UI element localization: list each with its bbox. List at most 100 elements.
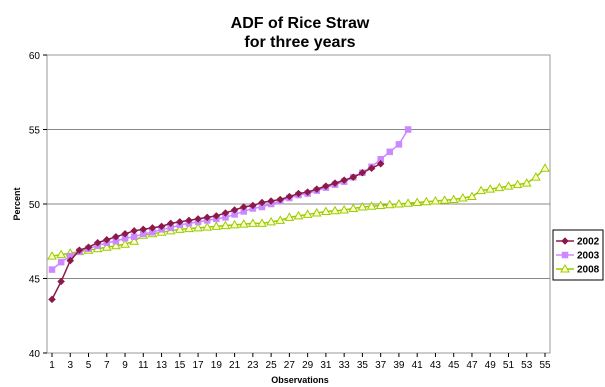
data-point — [175, 218, 184, 226]
data-point — [395, 141, 403, 148]
data-point — [366, 201, 377, 210]
data-point — [467, 191, 477, 201]
data-point — [448, 194, 459, 204]
data-point — [494, 182, 505, 192]
data-point — [358, 168, 367, 177]
data-point — [330, 205, 340, 215]
y-axis-label: Percent — [12, 187, 22, 220]
data-point — [120, 239, 130, 248]
data-point — [66, 256, 75, 265]
data-point — [285, 192, 294, 201]
data-point — [166, 219, 175, 228]
data-point — [193, 222, 203, 232]
legend-label: 2002 — [577, 237, 600, 248]
y-tick-label: 50 — [29, 200, 41, 211]
data-point — [521, 178, 532, 187]
data-point — [276, 195, 285, 204]
data-point — [47, 251, 57, 260]
data-point — [349, 173, 358, 182]
data-point — [267, 197, 275, 205]
x-tick-label: 45 — [448, 360, 460, 371]
data-point — [48, 266, 56, 273]
data-point — [404, 126, 412, 133]
data-point — [503, 181, 514, 190]
data-point — [457, 193, 468, 202]
data-point — [403, 198, 413, 207]
x-tick-label: 27 — [284, 360, 296, 371]
x-tick-label: 31 — [320, 360, 332, 371]
data-point — [312, 185, 321, 193]
x-tick-label: 47 — [466, 360, 478, 371]
data-point — [139, 225, 148, 234]
data-point — [221, 209, 230, 217]
data-point — [512, 179, 523, 189]
data-point — [266, 216, 276, 226]
gridlines — [47, 129, 550, 279]
data-point — [111, 240, 121, 250]
data-point — [540, 163, 550, 172]
x-tick-label: 39 — [393, 360, 405, 371]
data-point — [430, 196, 441, 205]
data-point — [412, 197, 423, 207]
x-tick-label: 33 — [339, 360, 351, 371]
data-point — [194, 215, 202, 223]
x-tick-label: 37 — [375, 360, 387, 371]
data-point — [258, 198, 266, 207]
data-point — [212, 212, 221, 220]
legend-marker — [561, 237, 569, 245]
data-point — [57, 258, 65, 266]
y-tick-label: 60 — [29, 51, 41, 62]
data-point — [185, 216, 193, 225]
x-tick-label: 15 — [174, 360, 186, 371]
data-point — [248, 201, 257, 210]
x-tick-label: 43 — [430, 360, 442, 371]
data-point — [340, 176, 349, 185]
series-layer — [47, 126, 550, 304]
data-point — [56, 249, 66, 259]
data-point — [84, 243, 93, 252]
data-point — [230, 206, 239, 214]
data-point — [102, 235, 111, 244]
data-point — [112, 232, 120, 241]
x-tick-label: 29 — [302, 360, 314, 371]
data-point — [302, 209, 313, 218]
data-point — [394, 198, 404, 208]
y-tick-label: 40 — [29, 349, 41, 360]
x-tick-label: 49 — [485, 360, 497, 371]
data-point — [439, 195, 450, 204]
chart-title-line-2: for three years — [244, 34, 355, 51]
x-tick-label: 13 — [156, 360, 168, 371]
data-point — [130, 226, 139, 235]
data-point — [239, 203, 248, 211]
data-point — [357, 201, 368, 211]
data-point — [202, 222, 213, 231]
data-point — [321, 206, 331, 215]
x-axis-label: Observations — [271, 375, 329, 385]
x-tick-label: 1 — [49, 360, 55, 371]
x-tick-label: 25 — [266, 360, 278, 371]
data-point — [184, 223, 194, 233]
data-point — [367, 164, 376, 173]
data-point — [311, 207, 322, 217]
data-point — [48, 295, 56, 304]
data-point — [485, 184, 496, 193]
data-point — [229, 219, 240, 229]
data-point — [303, 188, 312, 196]
x-tick-label: 53 — [521, 360, 533, 371]
data-point — [121, 229, 129, 238]
data-point — [203, 213, 212, 222]
data-point — [375, 200, 386, 209]
data-point — [211, 221, 222, 230]
data-point — [294, 189, 303, 198]
data-point — [129, 236, 140, 245]
data-point — [531, 172, 541, 181]
data-point — [93, 238, 102, 247]
legend-label: 2008 — [577, 265, 600, 276]
y-tick-label: 45 — [29, 275, 41, 286]
x-tick-label: 35 — [357, 360, 369, 371]
data-point — [238, 219, 249, 228]
x-axis: 1 3 5 7 9 11 13 15 17 19 21 23 25 27 29 31 33 35 37 39 41 43 4… — [49, 353, 551, 371]
data-point — [57, 277, 65, 286]
data-point — [220, 220, 231, 230]
